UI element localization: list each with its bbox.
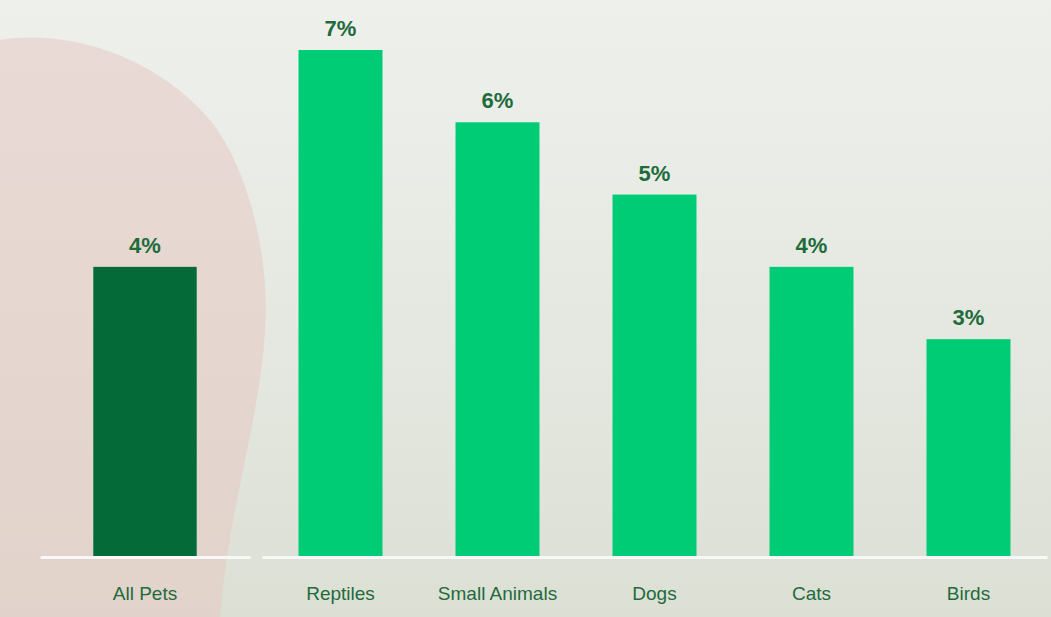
data-label: 4%: [796, 233, 828, 258]
x-tick-label: Birds: [947, 583, 990, 604]
x-axis-line: [263, 556, 1048, 559]
background: [0, 0, 1051, 617]
bar: [613, 195, 697, 556]
data-label: 5%: [639, 161, 671, 186]
data-label: 3%: [953, 305, 985, 330]
data-label: 7%: [325, 16, 357, 41]
bar: [299, 50, 383, 556]
data-label: 4%: [129, 233, 161, 258]
bar: [456, 122, 540, 556]
x-tick-label: Dogs: [632, 583, 676, 604]
bar: [93, 267, 196, 556]
bar: [927, 339, 1011, 556]
x-tick-label: Cats: [792, 583, 831, 604]
x-tick: Small Animals: [438, 557, 557, 604]
x-tick: Birds: [947, 557, 990, 604]
x-axis: Reptiles Small Animals Dogs Cats Birds: [263, 557, 1048, 604]
x-axis-line: [41, 556, 251, 559]
background-figure: [0, 38, 266, 617]
data-labels: 4% 7% 6% 5% 4% 3%: [129, 16, 984, 330]
bars: [93, 50, 1010, 556]
x-tick-label: Reptiles: [306, 583, 375, 604]
x-tick-label: All Pets: [113, 583, 177, 604]
x-tick: Cats: [792, 557, 831, 604]
x-tick: Reptiles: [306, 557, 375, 604]
chart: All Pets Reptiles Small Animals Dogs Cats Bir…: [0, 0, 1051, 617]
x-tick: All Pets: [113, 557, 177, 604]
x-axis: All Pets: [41, 557, 251, 604]
bar: [770, 267, 854, 556]
x-tick-label: Small Animals: [438, 583, 557, 604]
data-label: 6%: [482, 88, 514, 113]
x-tick: Dogs: [632, 557, 676, 604]
